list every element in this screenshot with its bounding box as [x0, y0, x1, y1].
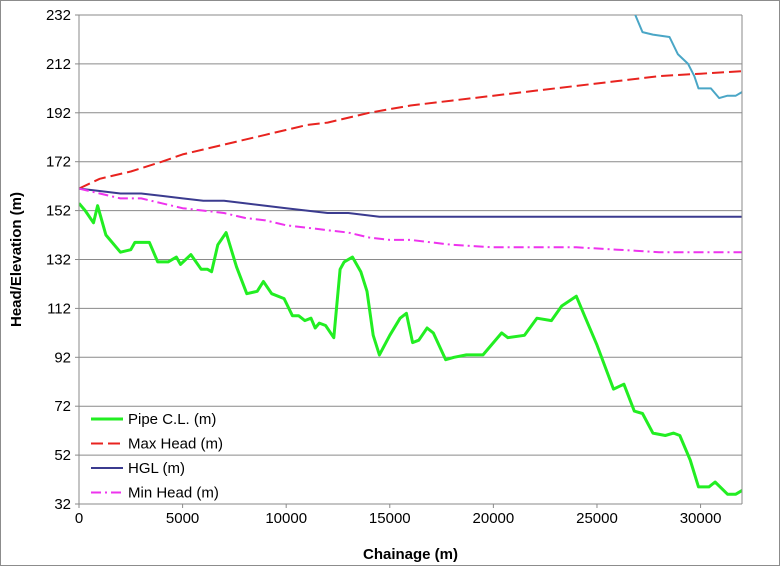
y-tick-label: 212	[46, 56, 71, 73]
legend: Pipe C.L. (m) Max Head (m) HGL (m) Min Head…	[91, 411, 223, 502]
series-line-min-head-m	[79, 187, 742, 254]
legend-label: HGL (m)	[128, 460, 185, 477]
legend-label: Min Head (m)	[128, 485, 219, 502]
y-tick-label: 72	[54, 398, 71, 415]
y-tick-label: 52	[54, 447, 71, 464]
legend-label: Max Head (m)	[128, 436, 223, 453]
series-layer	[79, 15, 742, 496]
series-line-hgl-m	[79, 187, 742, 218]
series-line-unlabeled	[634, 15, 742, 100]
grid-lines	[79, 14, 742, 505]
y-tick-label: 32	[54, 496, 71, 513]
legend-label: Pipe C.L. (m)	[128, 411, 216, 428]
y-tick-label: 232	[46, 7, 71, 24]
y-tick-label: 132	[46, 252, 71, 269]
y-tick-label: 172	[46, 154, 71, 171]
x-tick-label: 5000	[166, 510, 199, 527]
x-tick-label: 15000	[369, 510, 411, 527]
x-tick-label: 25000	[576, 510, 618, 527]
y-tick-label: 92	[54, 349, 71, 366]
series-line-max-head-m	[79, 70, 742, 190]
x-tick-label: 30000	[680, 510, 722, 527]
tick-labels: 32 52 72 92 112 132 152 172 192 212 232 0 5000 10000 1…	[46, 7, 721, 527]
x-tick-label: 10000	[265, 510, 307, 527]
axes	[75, 14, 743, 508]
x-axis-title: Chainage (m)	[363, 546, 458, 563]
y-tick-label: 152	[46, 203, 71, 220]
x-tick-label: 0	[75, 510, 83, 527]
y-axis-title: Head/Elevation (m)	[8, 192, 25, 327]
y-tick-label: 192	[46, 105, 71, 122]
x-tick-label: 20000	[473, 510, 515, 527]
y-tick-label: 112	[47, 300, 71, 317]
series-line-pipe-c-l-m	[79, 202, 742, 496]
